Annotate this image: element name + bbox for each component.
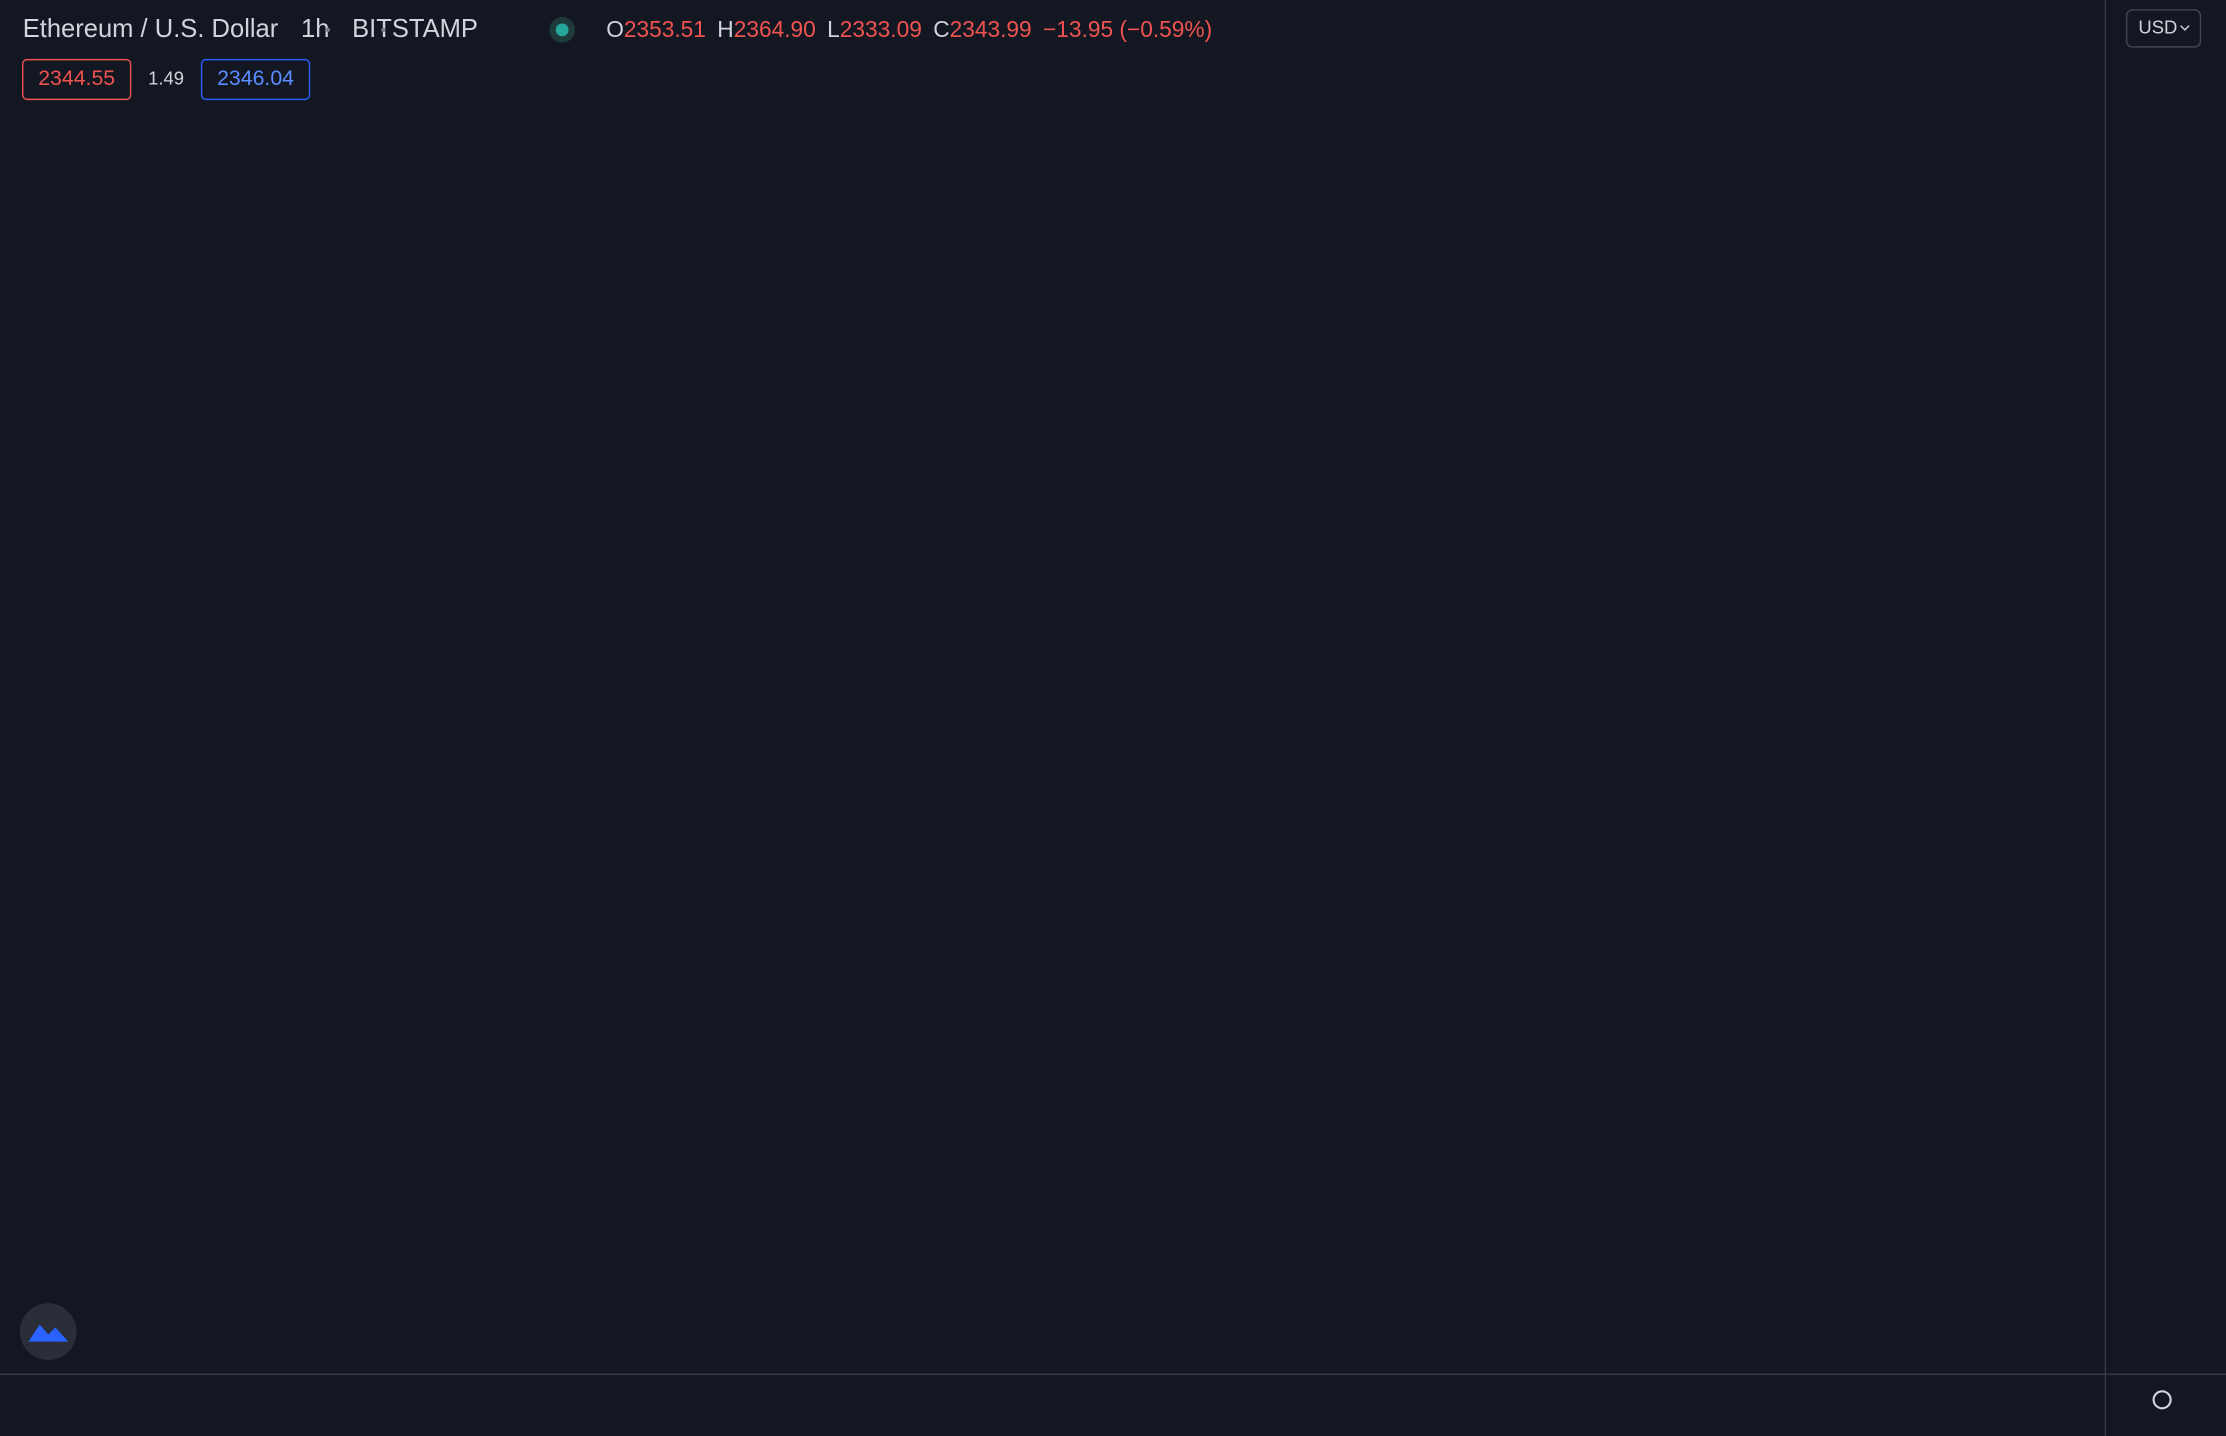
spread: 1.49	[148, 67, 184, 88]
symbol-info: Ethereum / U.S. Dollar 1h BITSTAMP	[23, 15, 478, 43]
label: H	[717, 16, 733, 42]
label: L	[827, 16, 840, 42]
logo-button[interactable]	[19, 1303, 77, 1361]
sell-price: 2344.55	[38, 66, 115, 90]
open: 2353.51	[624, 16, 706, 42]
dropdown-arrow	[2180, 25, 2190, 31]
low: 2333.09	[840, 16, 922, 42]
exchange: BITSTAMP	[352, 15, 478, 43]
label: C	[933, 16, 949, 42]
currency: USD	[2138, 16, 2177, 37]
symbol: Ethereum / U.S. Dollar	[23, 15, 279, 43]
change: −13.95 (−0.59%)	[1043, 16, 1212, 42]
label: O	[606, 16, 624, 42]
buy-price: 2346.04	[217, 66, 294, 90]
settings-icon[interactable]	[2152, 1390, 2172, 1410]
separator	[381, 27, 386, 32]
logo	[28, 1324, 69, 1342]
high: 2364.90	[734, 16, 816, 42]
currency-button[interactable]	[2125, 9, 2202, 48]
buy-button[interactable]	[200, 58, 311, 101]
separator	[325, 27, 331, 32]
ohlc-legend: O2353.51 H2364.90 L2333.09 C2343.99 −13.95 (…	[606, 16, 1212, 42]
market-status-dot	[555, 23, 569, 37]
interval: 1h	[301, 15, 329, 43]
close: 2343.99	[950, 16, 1032, 42]
sell-button[interactable]	[22, 58, 132, 101]
